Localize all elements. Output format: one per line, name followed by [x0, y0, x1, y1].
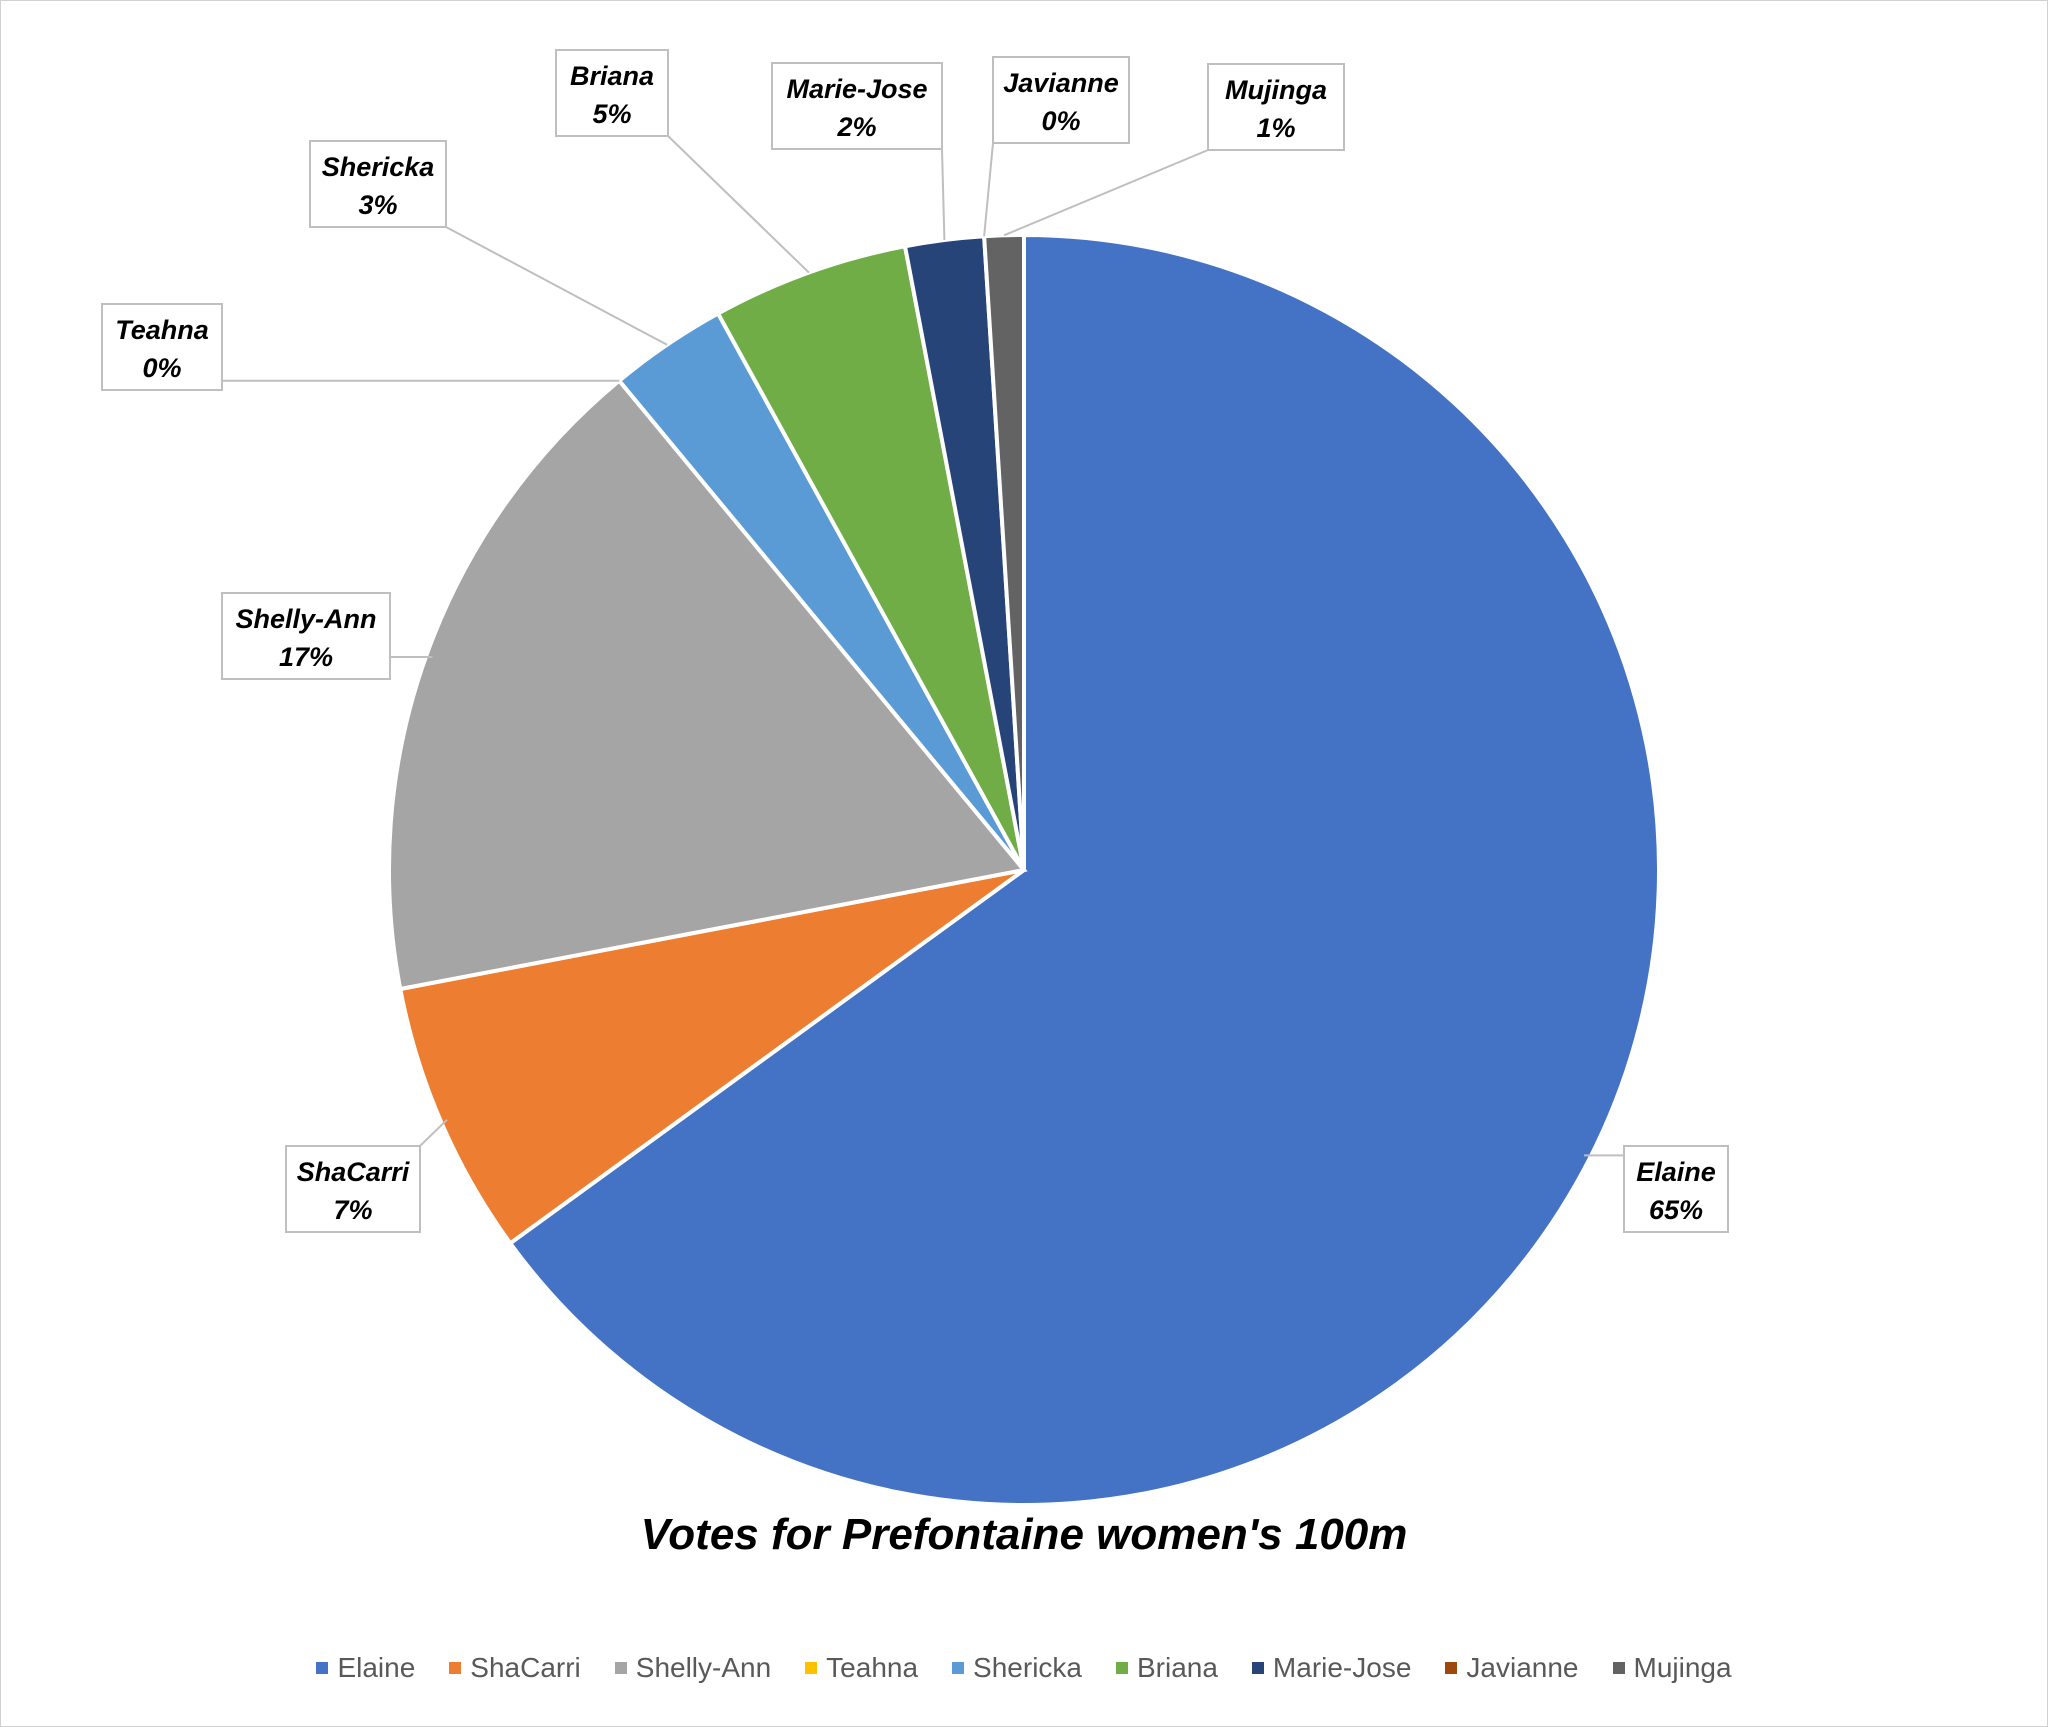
callout-name-shacarri: ShaCarri [297, 1157, 410, 1187]
leader-line-shericka [445, 226, 668, 346]
callout-box-shericka [309, 140, 447, 228]
legend-item-mujinga: Mujinga [1612, 1652, 1732, 1684]
callout-name-shericka: Shericka [322, 152, 435, 182]
leader-line-mujinga [1003, 149, 1209, 237]
legend-swatch-mujinga [1612, 1662, 1625, 1674]
callout-percent-shelly-ann: 17% [279, 642, 333, 672]
callout-percent-mujinga: 1% [1256, 113, 1295, 143]
pie-slice-shacarri [397, 868, 1026, 1247]
legend-label-teahna: Teahna [826, 1652, 919, 1683]
callout-box-marie-jose [771, 62, 943, 150]
legend-label-mujinga: Mujinga [1633, 1652, 1732, 1683]
legend-label-javianne: Javianne [1466, 1652, 1579, 1683]
legend-swatch-teahna [805, 1662, 818, 1674]
pie-slices [387, 232, 1661, 1507]
data-label-javianne: Javianne 0% [983, 56, 1130, 237]
legend-item-marie-jose: Marie-Jose [1251, 1652, 1412, 1684]
data-label-mujinga: Mujinga 1% [1003, 63, 1345, 237]
legend-item-javianne: Javianne [1445, 1652, 1579, 1684]
legend-label-shericka: Shericka [973, 1652, 1082, 1683]
leader-line-marie-jose [941, 148, 946, 241]
data-label-shericka: Shericka 3% [309, 140, 668, 346]
callout-percent-shericka: 3% [358, 190, 397, 220]
legend-item-briana: Briana [1115, 1652, 1218, 1684]
callout-percent-javianne: 0% [1041, 106, 1080, 136]
callout-percent-shacarri: 7% [333, 1195, 372, 1225]
data-label-teahna: Teahna 0% [101, 303, 620, 391]
legend-label-briana: Briana [1136, 1652, 1218, 1683]
leader-line-briana [667, 135, 810, 274]
legend-swatch-shericka [952, 1662, 965, 1674]
data-label-shacarri: ShaCarri 7% [285, 1118, 448, 1233]
callout-name-briana: Briana [570, 61, 654, 91]
legend-label-elaine: Elaine [337, 1652, 416, 1683]
legend-swatch-briana [1115, 1662, 1128, 1674]
callout-name-marie-jose: Marie-Jose [786, 74, 927, 104]
legend-swatch-javianne [1445, 1662, 1458, 1674]
legend-swatch-elaine [316, 1662, 329, 1674]
callout-box-elaine [1623, 1145, 1729, 1233]
legend-swatch-marie-jose [1251, 1662, 1264, 1674]
data-label-briana: Briana 5% [555, 49, 810, 274]
legend-swatch-shelly-ann [614, 1662, 627, 1674]
leader-line-javianne [983, 142, 994, 237]
callout-box-briana [555, 49, 669, 137]
callout-name-javianne: Javianne [1003, 68, 1119, 98]
callout-percent-briana: 5% [592, 99, 631, 129]
callout-box-mujinga [1207, 63, 1345, 151]
legend-item-shelly-ann: Shelly-Ann [614, 1652, 772, 1684]
callout-box-shelly-ann [221, 592, 391, 680]
callout-name-mujinga: Mujinga [1225, 75, 1327, 105]
callout-box-javianne [992, 56, 1130, 144]
callout-name-elaine: Elaine [1636, 1157, 1716, 1187]
legend-swatch-shacarri [449, 1662, 462, 1674]
leader-line-shacarri [419, 1118, 448, 1147]
legend-label-marie-jose: Marie-Jose [1272, 1652, 1412, 1683]
data-label-shelly-ann: Shelly-Ann 17% [221, 592, 433, 680]
chart-title: Votes for Prefontaine women's 100m [640, 1510, 1408, 1559]
data-label-marie-jose: Marie-Jose 2% [771, 62, 946, 241]
legend-label-shacarri: ShaCarri [470, 1652, 581, 1683]
legend-item-elaine: Elaine [316, 1652, 415, 1684]
callout-name-shelly-ann: Shelly-Ann [235, 604, 376, 634]
legend-item-shericka: Shericka [952, 1652, 1082, 1684]
legend-item-shacarri: ShaCarri [449, 1652, 581, 1684]
callout-box-teahna [101, 303, 223, 391]
callout-percent-marie-jose: 2% [836, 112, 876, 142]
legend-label-shelly-ann: Shelly-Ann [635, 1652, 772, 1683]
callout-name-teahna: Teahna [115, 315, 209, 345]
data-label-elaine: Elaine 65% [1584, 1145, 1729, 1233]
pie-slice-shelly-ann [387, 377, 1028, 992]
legend-item-teahna: Teahna [805, 1652, 918, 1684]
data-label-callouts: Elaine 65% ShaCarri 7% Shelly-Ann 17% Teahna 0%… [101, 49, 1729, 1233]
legend: Elaine ShaCarri Shelly-Ann Teahna Shericka Br… [0, 1652, 2048, 1684]
callout-percent-teahna: 0% [142, 353, 181, 383]
callout-percent-elaine: 65% [1649, 1195, 1703, 1225]
callout-box-shacarri [285, 1145, 421, 1233]
pie-slice-elaine [507, 232, 1661, 1507]
